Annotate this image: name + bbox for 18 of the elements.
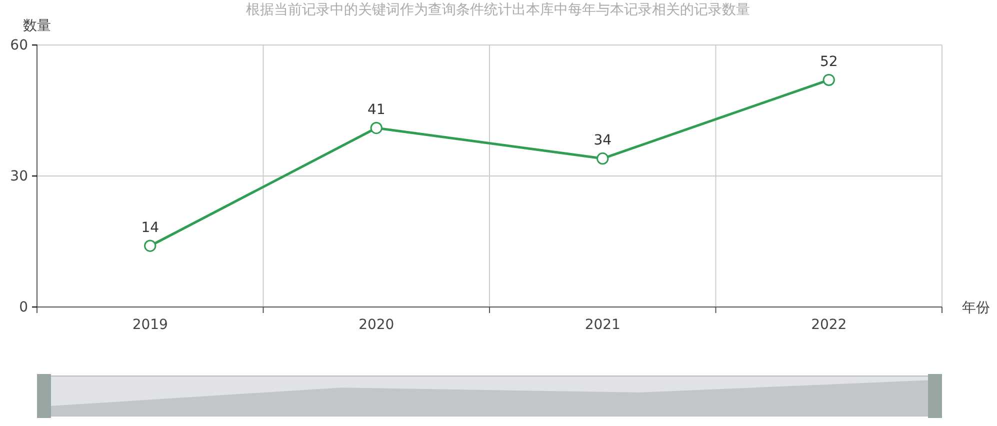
y-tick-label: 30 [10, 168, 28, 184]
y-axis-title: 数量 [23, 18, 51, 34]
data-label: 41 [367, 102, 386, 118]
x-tick-label: 2019 [132, 316, 168, 333]
x-tick-label: 2021 [584, 316, 620, 333]
point [370, 122, 382, 134]
point [822, 74, 835, 86]
data-label: 52 [820, 54, 838, 70]
data-label: 34 [594, 132, 612, 149]
x-tick-label: 2020 [358, 316, 394, 333]
data-label: 14 [141, 220, 160, 236]
x-tick-label: 2022 [811, 316, 847, 333]
y-tick-label: 0 [19, 299, 28, 316]
chart-title: 根据当前记录中的关键词作为查询条件统计出本库中每年与本记录相关的记录数量 [246, 2, 750, 18]
point [596, 152, 609, 165]
x-axis-title: 年份 [962, 300, 990, 316]
point [144, 240, 156, 252]
y-tick-label: 60 [10, 37, 28, 54]
